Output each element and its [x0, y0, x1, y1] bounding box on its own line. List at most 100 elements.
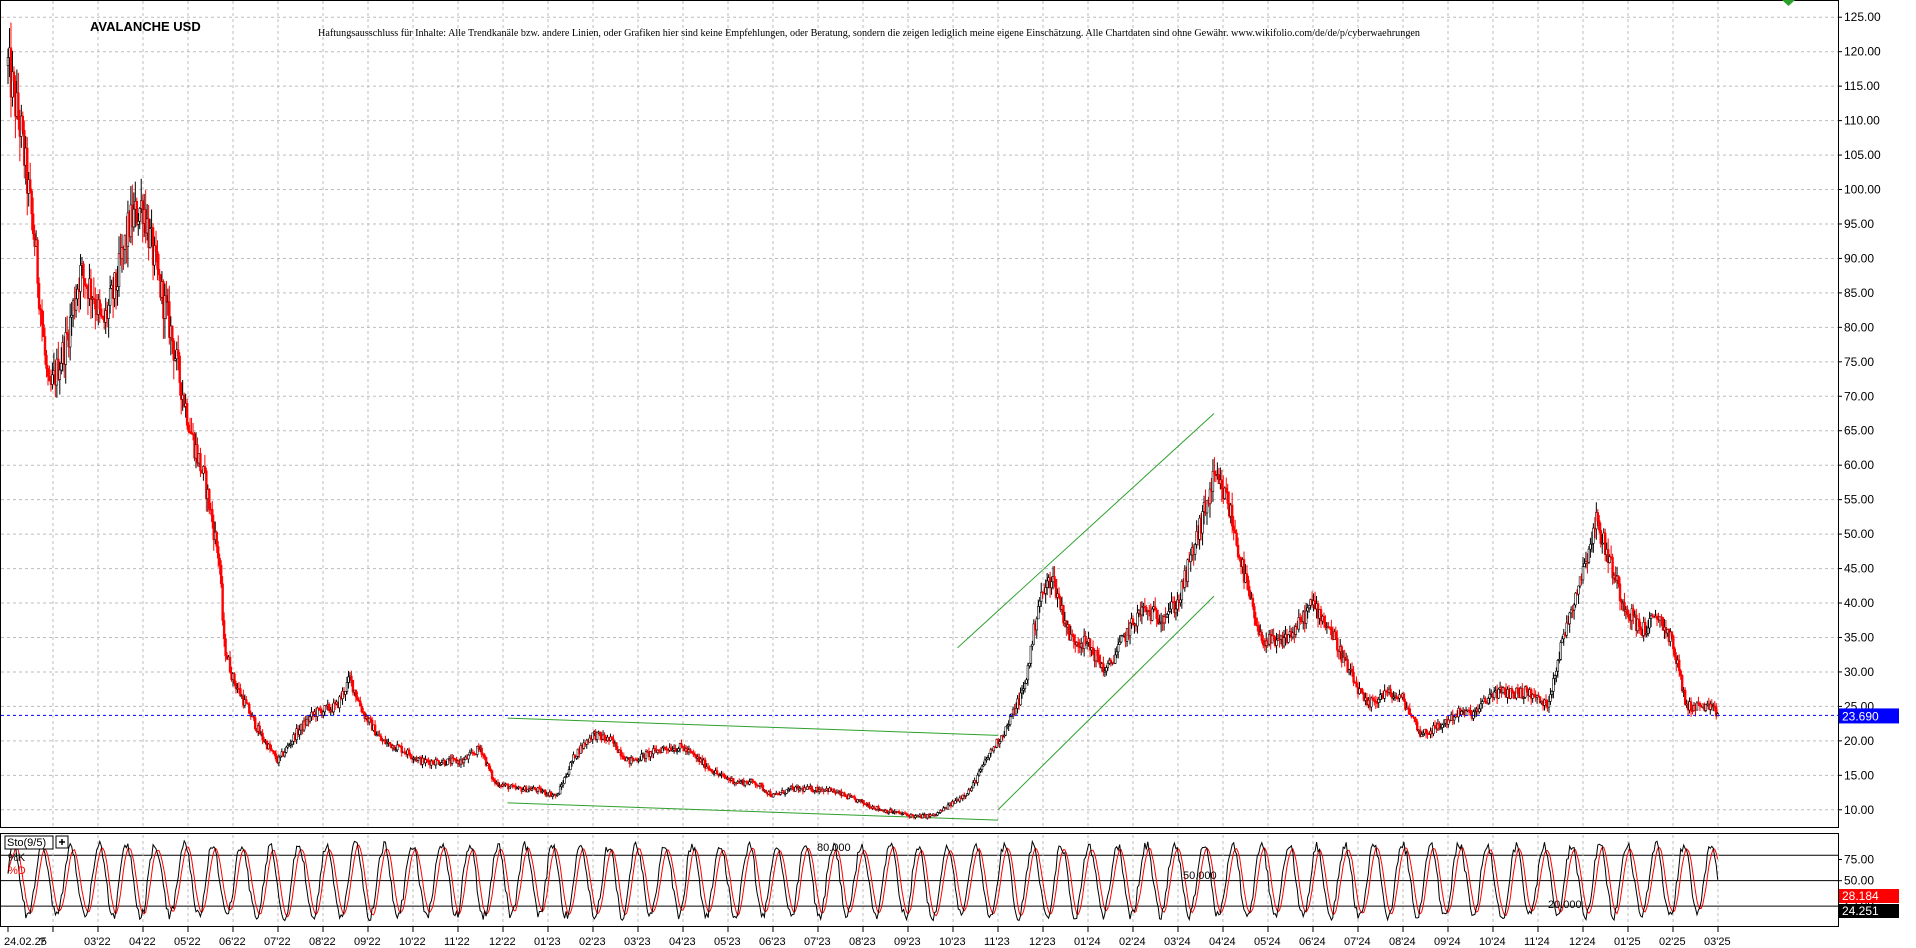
candle-body: [1334, 631, 1337, 639]
candle-body: [108, 288, 112, 306]
candle-body: [897, 811, 901, 814]
candle-body: [1439, 727, 1443, 729]
candle-body: [1608, 556, 1611, 563]
stoch-level-20: 20.000: [1548, 899, 1582, 911]
candle-body: [980, 765, 984, 770]
candle-body: [539, 787, 543, 793]
stoch-level-80: 80.000: [817, 842, 851, 854]
candle-body: [1411, 715, 1414, 718]
candle-body: [1165, 614, 1169, 618]
candle-body: [174, 358, 177, 361]
candle-body: [1648, 618, 1651, 629]
price-axis: 125.00 120.00 115.00 110.00 105.00 100.00 95.0…: [1838, 10, 1881, 817]
candle-body: [270, 748, 273, 751]
candle-body: [496, 782, 500, 787]
candle-body: [289, 743, 292, 746]
candle-body: [1670, 631, 1674, 637]
candle-body: [1115, 651, 1118, 656]
candle-body: [66, 332, 69, 335]
candle-body: [1601, 542, 1604, 545]
time-axis: 24.02.25? 03'22 04'22 05'22 06'22 07'22 08'22 0…: [4, 927, 1731, 948]
candle-body: [409, 754, 412, 758]
candle-body: [1529, 689, 1533, 699]
candle-body: [1162, 616, 1166, 624]
candle-body: [681, 745, 685, 749]
candle-body: [427, 760, 430, 763]
candle-body: [1262, 640, 1265, 646]
candle-body: [1088, 638, 1092, 651]
candle-body: [570, 761, 574, 763]
candle-body: [245, 699, 248, 704]
candle-body: [1376, 702, 1379, 704]
x-tick-label: 02'23: [579, 936, 606, 948]
candle-body: [1114, 654, 1117, 664]
x-tick-label: 11'24: [1524, 936, 1550, 948]
current-price-label: 23.690: [1842, 709, 1879, 723]
candle-body: [541, 790, 544, 793]
candle-body: [199, 453, 202, 472]
x-tick-label: 09'22: [354, 936, 381, 948]
candle-body: [1247, 579, 1250, 591]
candle-body: [536, 787, 540, 792]
candle-body: [37, 283, 41, 310]
candle-body: [42, 324, 45, 337]
candle-body: [872, 806, 876, 809]
candle-body: [1574, 592, 1577, 606]
candle-body: [43, 336, 47, 356]
candle-body: [1201, 511, 1204, 534]
k-value-tag: 24.251: [1839, 904, 1899, 918]
candle-body: [712, 772, 716, 775]
candle-body: [384, 739, 387, 745]
x-tick-label: 07'22: [264, 936, 291, 948]
candle-body: [431, 760, 435, 764]
main-grid: [1, 1, 1838, 827]
candle-body: [751, 779, 754, 782]
candle-body: [644, 751, 648, 759]
candle-body: [886, 810, 889, 814]
indicator-expand-icon[interactable]: [55, 835, 69, 849]
candle-body: [783, 793, 787, 795]
y-tick-label: 80.00: [1844, 320, 1874, 334]
candle-body: [177, 349, 180, 357]
x-tick-label: 06'24: [1299, 936, 1326, 948]
candle-body: [1698, 702, 1702, 707]
candle-body: [1091, 647, 1095, 655]
candle-body: [1213, 470, 1216, 475]
candle-body: [680, 743, 683, 747]
candle-body: [563, 777, 566, 784]
candle-body: [1569, 609, 1573, 614]
x-tick-label: 08'24: [1389, 936, 1416, 948]
candle-body: [772, 793, 775, 798]
candle-body: [1168, 608, 1172, 612]
x-tick-label: 12'24: [1569, 936, 1596, 948]
candle-body: [862, 800, 865, 805]
candle-body: [120, 247, 124, 260]
candle-body: [1549, 694, 1552, 702]
candle-body: [1538, 696, 1542, 704]
candle-body: [1568, 612, 1571, 625]
candle-body: [443, 760, 446, 765]
candle-body: [1623, 601, 1626, 612]
candle-body: [48, 376, 51, 382]
ind-tick-label: 50.00: [1844, 874, 1874, 888]
candle-body: [11, 71, 14, 98]
candle-body: [98, 299, 101, 310]
candle-body: [921, 814, 925, 819]
candle-body: [1282, 637, 1286, 647]
candle-body: [1402, 693, 1406, 702]
candle-body: [1189, 554, 1192, 562]
y-tick-label: 125.00: [1844, 10, 1881, 24]
candle-body: [603, 734, 606, 740]
candle-body: [153, 245, 156, 266]
candle-body: [1245, 573, 1249, 581]
candle-body: [1643, 621, 1647, 635]
candle-body: [362, 711, 365, 714]
candle-body: [564, 776, 568, 778]
candle-body: [79, 265, 82, 292]
candle-body: [934, 814, 938, 817]
candle-body: [1322, 615, 1326, 623]
candle-body: [1649, 615, 1653, 619]
candle-body: [39, 308, 42, 311]
x-tick-label: 10'22: [399, 936, 426, 948]
y-tick-label: 50.00: [1844, 527, 1874, 541]
